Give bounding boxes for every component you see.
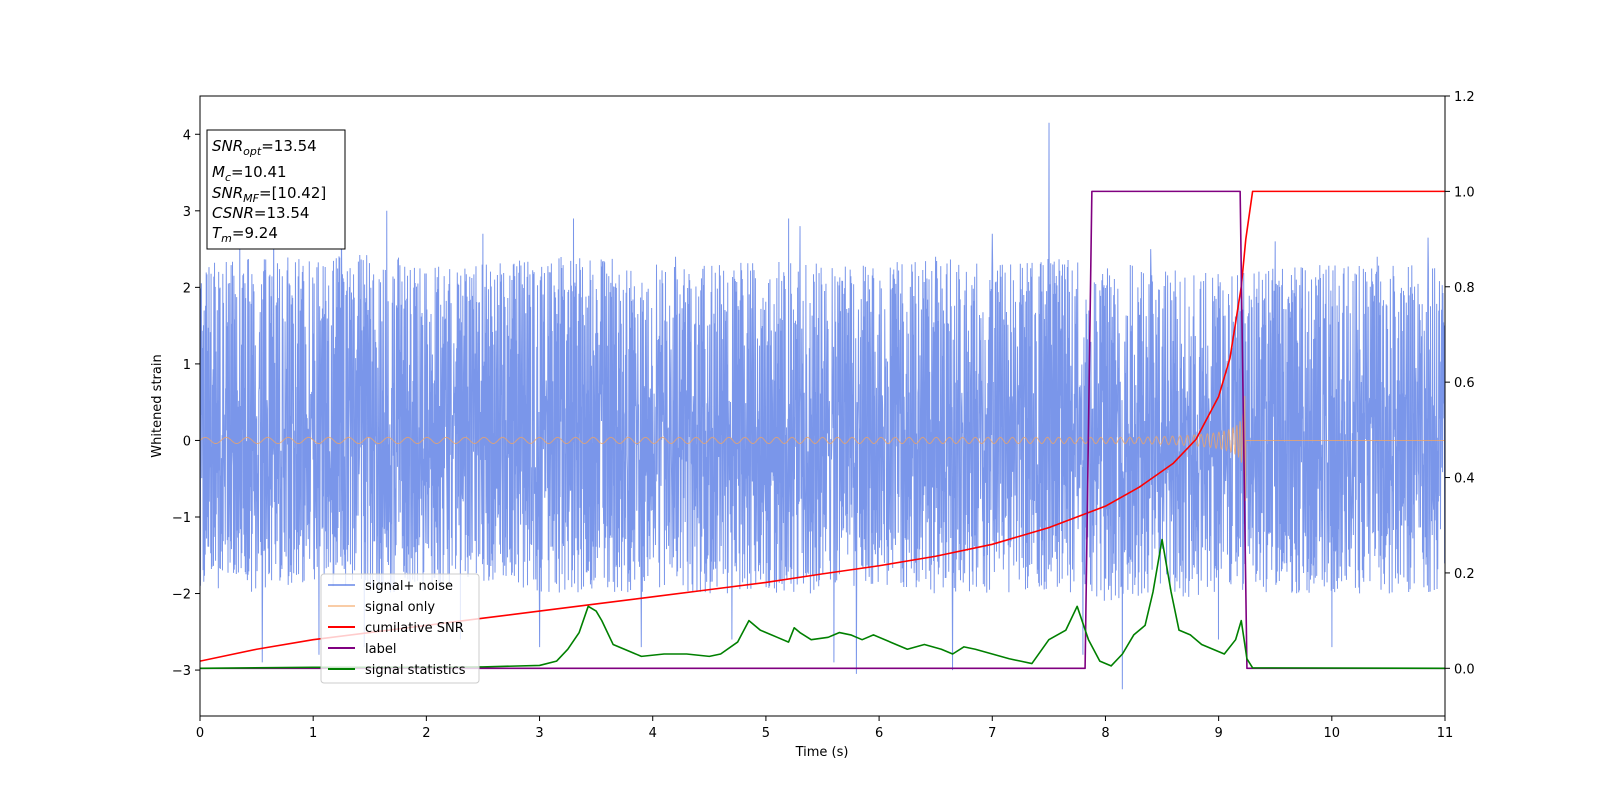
legend-item: signal only [328,600,435,615]
series-signal-plus-noise [200,122,1445,690]
y-tick-label: 0 [183,434,191,449]
y2-tick-label: 0.8 [1454,281,1475,296]
legend-label: signal statistics [365,663,466,678]
y2-tick-label: 0.0 [1454,662,1475,677]
legend-frame [320,573,480,684]
y2-tick-label: 1.0 [1454,185,1475,200]
legend-label: cumilative SNR [365,621,464,636]
x-tick-label: 10 [1324,726,1341,741]
x-axis-label: Time (s) [795,745,849,760]
y-tick-label: 1 [183,358,191,373]
x-tick-label: 2 [422,726,430,741]
y-tick-label: 3 [183,205,191,220]
legend-label: signal only [365,600,435,615]
annotation-frame [206,129,346,250]
series-signal-statistics-line [200,538,1445,670]
y-tick-label: 4 [183,128,191,143]
y-axis-label: Whitened strain [150,354,165,457]
x-tick-label: 4 [649,726,657,741]
x-tick-label: 1 [309,726,317,741]
series-signal-statistics [200,538,1445,670]
y-tick-label: −1 [172,511,191,526]
series-line-signal-plus-noise [200,122,1445,690]
x-axis: 0 1 2 3 4 5 6 7 8 9 10 11 [196,716,1453,741]
y-axis-right: 0.0 0.2 0.4 0.6 0.8 1.0 1.2 [1445,90,1475,677]
series-line-signal-only [200,395,1445,502]
annotation-line: Mc=10.41 [212,163,287,184]
x-tick-label: 6 [875,726,883,741]
legend-item: cumilative SNR [328,621,464,636]
legend-item: label [328,642,396,657]
x-tick-label: 8 [1101,726,1109,741]
x-tick-label: 9 [1214,726,1222,741]
legend: signal+ noise signal only cumilative SNR la… [320,573,480,684]
annotation-line: CSNR=13.54 [212,204,309,222]
y2-tick-label: 0.2 [1454,567,1475,582]
y2-tick-label: 1.2 [1454,90,1475,105]
x-tick-label: 5 [762,726,770,741]
y2-tick-label: 0.6 [1454,376,1475,391]
x-tick-label: 11 [1437,726,1454,741]
legend-label: signal+ noise [365,579,453,594]
y-axis-left: −3 −2 −1 0 1 2 3 4 [172,128,200,679]
annotation-line: SNRMF=[10.42] [212,184,326,205]
x-tick-label: 7 [988,726,996,741]
legend-item: signal statistics [328,663,466,678]
annotation-line: Tm=9.24 [212,224,278,245]
x-tick-label: 0 [196,726,204,741]
series-signal-only [200,395,1445,502]
annotation-line: SNRopt=13.54 [212,137,317,158]
x-tick-label: 3 [535,726,543,741]
y-tick-label: 2 [183,281,191,296]
plot-frame [199,95,1446,717]
y-tick-label: −3 [172,664,191,679]
legend-item: signal+ noise [328,579,453,594]
annotation-box: SNRopt=13.54 Mc=10.41SNRMF=[10.42]CSNR=13… [206,129,346,250]
y-tick-label: −2 [172,588,191,603]
y2-tick-label: 0.4 [1454,472,1475,487]
legend-label: label [365,642,396,657]
